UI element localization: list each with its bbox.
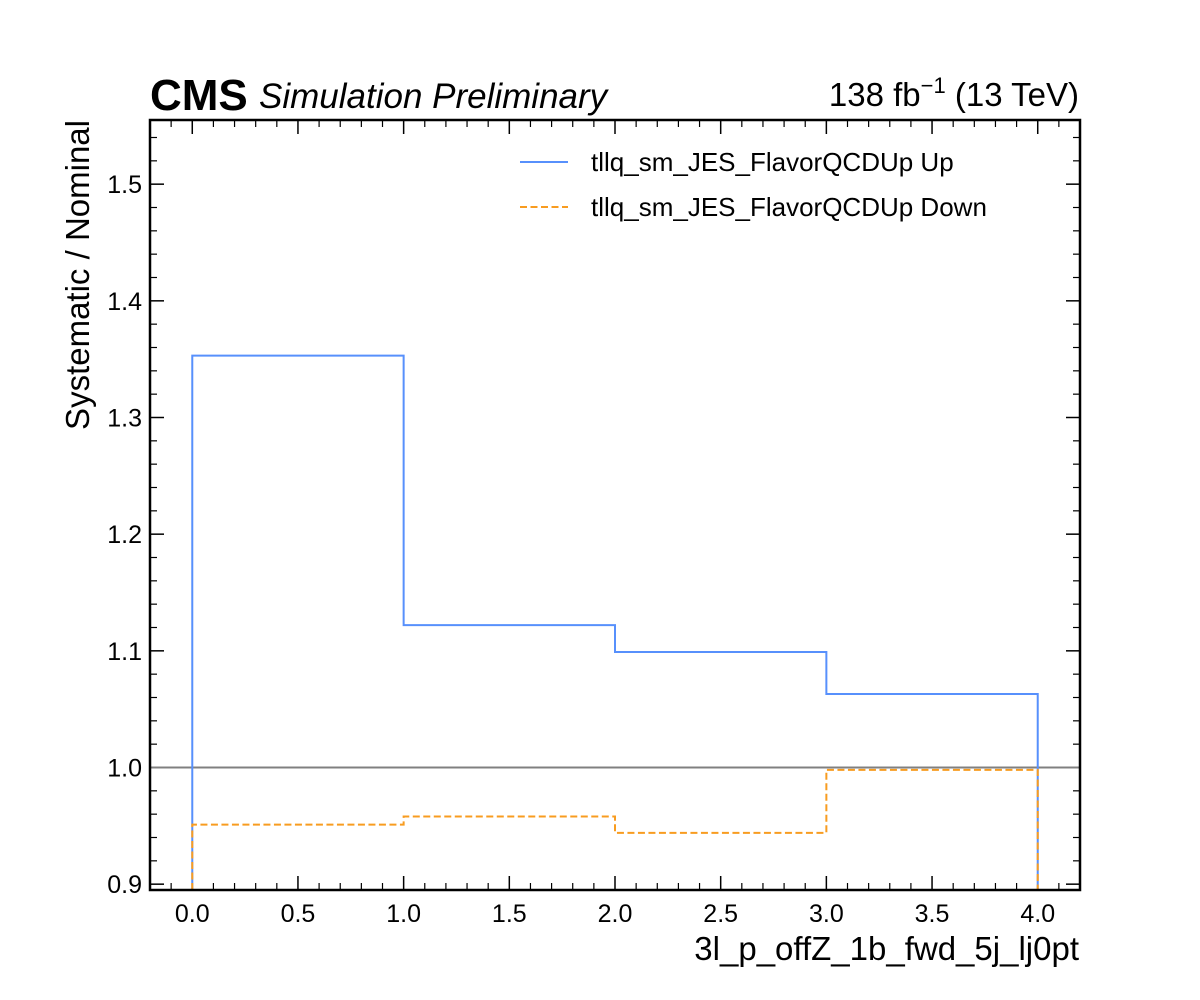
x-tick-label: 0.5 [281,900,316,928]
experiment-label: CMS [150,71,248,120]
series-line-down [191,768,1039,890]
x-tick-label: 3.5 [915,900,950,928]
y-tick-label: 0.9 [107,871,142,899]
series-lines [191,354,1039,890]
x-tick-label: 2.0 [598,900,633,928]
y-tick-label: 1.1 [107,638,142,666]
x-tick-label: 1.5 [492,900,527,928]
x-tick-label: 3.0 [809,900,844,928]
y-tick-label: 1.3 [107,405,142,433]
y-axis-label: Systematic / Nominal [59,120,96,430]
lumi-exponent: −1 [921,73,946,98]
luminosity-label: 138 fb−1 (13 TeV) [829,73,1079,113]
y-tick-label: 1.0 [107,755,142,783]
axis-ticks: 0.0 0.5 1.0 1.5 2.0 2.5 3.0 3.5 4.0 0.9 1.0 1.1 1.2 1… [107,120,1081,928]
x-tick-label: 2.5 [703,900,738,928]
x-tick-label: 1.0 [386,900,421,928]
energy-label: (13 TeV) [946,76,1079,113]
x-tick-label: 4.0 [1020,900,1055,928]
legend-entry-label: tllq_sm_JES_FlavorQCDUp Down [591,192,987,222]
y-tick-label: 1.2 [107,521,142,549]
lumi-value: 138 fb [829,76,921,113]
x-tick-label: 0.0 [175,900,210,928]
y-tick-label: 1.5 [107,171,142,199]
series-line-up [191,354,1039,890]
x-axis-label: 3l_p_offZ_1b_fwd_5j_lj0pt [694,930,1079,967]
status-label: Simulation Preliminary [259,77,610,116]
plot-frame [148,118,1082,892]
legend-entry-label: tllq_sm_JES_FlavorQCDUp Up [591,147,954,177]
y-tick-label: 1.4 [107,288,142,316]
legend: tllq_sm_JES_FlavorQCDUp Up tllq_sm_JES_Fl… [520,147,987,222]
